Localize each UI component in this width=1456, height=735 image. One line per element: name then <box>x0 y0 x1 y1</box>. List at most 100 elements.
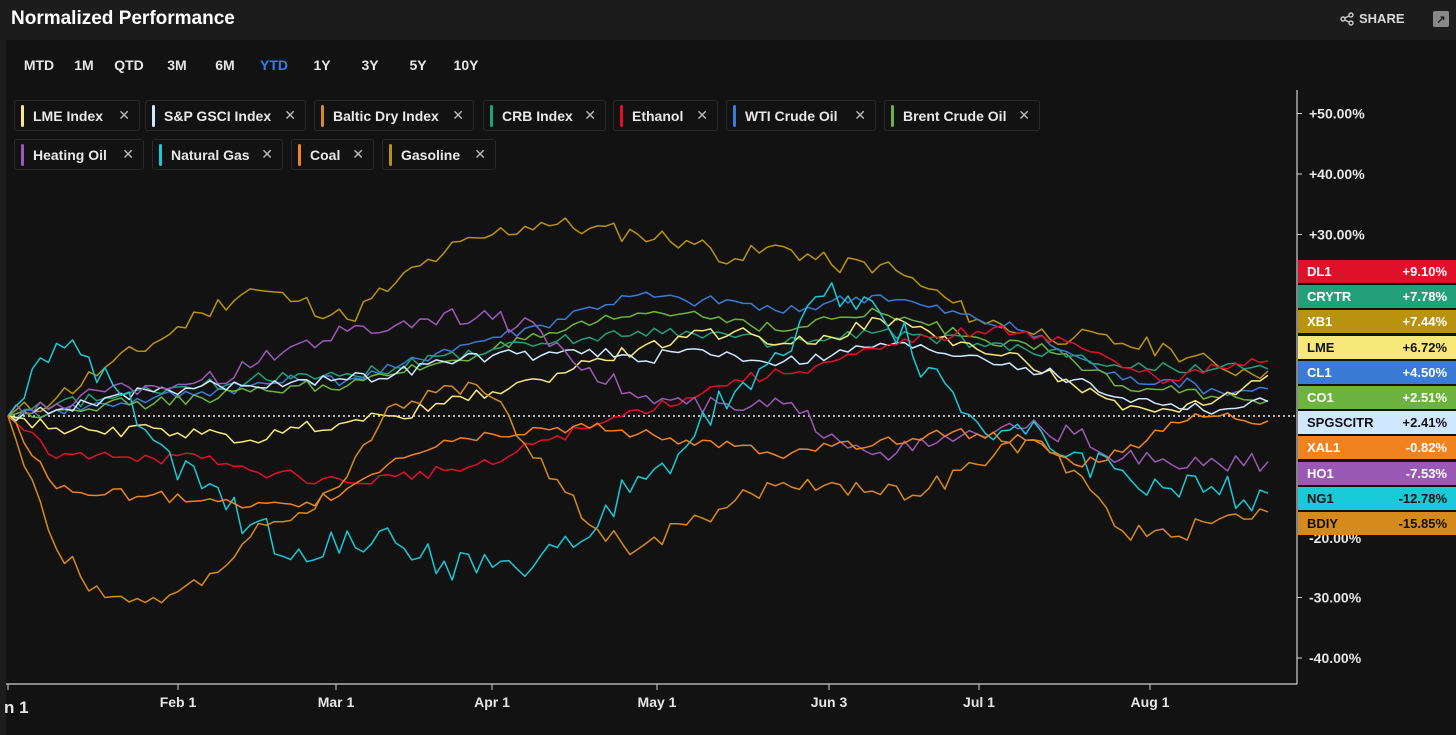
x-tick-label: Apr 1 <box>474 694 510 710</box>
tab-1y[interactable]: 1Y <box>313 57 331 73</box>
tab-qtd[interactable]: QTD <box>114 57 144 73</box>
legend-chip[interactable]: CRB Index ✕ <box>483 100 606 131</box>
x-tick-label: Mar 1 <box>318 694 355 710</box>
legend-chip-label: Gasoline <box>401 146 461 163</box>
legend-chip-label: WTI Crude Oil <box>745 107 838 124</box>
legend-chip[interactable]: Gasoline ✕ <box>382 139 496 170</box>
value-tag: SPGSCITR +2.41% <box>1298 411 1456 435</box>
legend-chip[interactable]: Ethanol ✕ <box>613 100 718 131</box>
series-line-crb-index <box>7 327 1269 420</box>
legend-chip[interactable]: LME Index ✕ <box>14 100 140 131</box>
value-tag: BDIY -15.85% <box>1298 512 1456 535</box>
series-color-swatch <box>159 143 162 166</box>
tab-10y[interactable]: 10Y <box>453 57 479 73</box>
legend-chip-label: Coal <box>310 146 341 163</box>
x-tick-label: May 1 <box>638 694 677 710</box>
value-tag-ticker: HO1 <box>1307 465 1334 481</box>
y-tick-label: +30.00% <box>1309 227 1365 243</box>
value-tag-value: +7.78% <box>1402 289 1447 305</box>
value-tag: XB1 +7.44% <box>1298 310 1456 334</box>
share-button[interactable]: SHARE <box>1340 11 1405 26</box>
value-tag-value: -7.53% <box>1405 465 1447 481</box>
series-color-swatch <box>389 143 392 166</box>
x-tick-label: Jul 1 <box>963 694 995 710</box>
legend-chip-label: Natural Gas <box>171 146 250 163</box>
x-tick-label: Aug 1 <box>1131 694 1170 710</box>
legend-chip-label: Baltic Dry Index <box>333 107 439 124</box>
series-line-heating-oil <box>7 308 1269 472</box>
legend-chip[interactable]: WTI Crude Oil ✕ <box>726 100 876 131</box>
series-color-swatch <box>298 143 301 166</box>
value-tag-ticker: XAL1 <box>1307 440 1341 456</box>
tab-6m[interactable]: 6M <box>215 57 235 73</box>
legend-chip[interactable]: Brent Crude Oil ✕ <box>884 100 1040 131</box>
tab-ytd[interactable]: YTD <box>260 57 288 73</box>
header-bar: Normalized Performance SHARE ↗ <box>0 0 1456 38</box>
value-tag-value: +2.41% <box>1402 415 1447 431</box>
timeframe-tabs: MTD 1M QTD 3M 6M YTD 1Y 3Y 5Y 10Y <box>14 54 490 76</box>
value-tag-ticker: CL1 <box>1307 364 1332 380</box>
series-color-swatch <box>733 104 736 127</box>
value-tag: CRYTR +7.78% <box>1298 285 1456 309</box>
series-color-swatch <box>21 104 24 127</box>
legend-chip[interactable]: Baltic Dry Index ✕ <box>314 100 474 131</box>
close-icon[interactable]: ✕ <box>352 146 364 162</box>
legend-chip[interactable]: Coal ✕ <box>291 139 374 170</box>
x-tick-label: Jun 3 <box>811 694 848 710</box>
value-tag-value: -15.85% <box>1398 516 1447 531</box>
series-line-s-p-gsci-index <box>7 341 1269 422</box>
value-tag: HO1 -7.53% <box>1298 461 1456 485</box>
series-line-lme-index <box>7 316 1269 444</box>
series-color-swatch <box>620 104 623 127</box>
y-tick-label: +50.00% <box>1309 106 1365 122</box>
value-tag-ticker: CO1 <box>1307 390 1334 405</box>
legend-chip-label: Brent Crude Oil <box>903 107 1007 124</box>
legend-chip[interactable]: Natural Gas ✕ <box>152 139 283 170</box>
expand-icon[interactable]: ↗ <box>1433 11 1449 27</box>
page-title: Normalized Performance <box>11 8 235 29</box>
series-color-swatch <box>490 104 493 127</box>
tab-5y[interactable]: 5Y <box>409 57 427 73</box>
legend-chip-label: Heating Oil <box>33 146 107 163</box>
value-tag-value: -12.78% <box>1398 490 1447 506</box>
series-line-coal <box>7 412 1269 509</box>
tab-3m[interactable]: 3M <box>167 57 187 73</box>
close-icon[interactable]: ✕ <box>261 146 273 162</box>
series-line-ethanol <box>7 324 1269 485</box>
legend-chip[interactable]: S&P GSCI Index ✕ <box>145 100 306 131</box>
value-tag-ticker: SPGSCITR <box>1307 415 1374 431</box>
close-icon[interactable]: ✕ <box>284 107 296 123</box>
value-tag-ticker: XB1 <box>1307 314 1333 330</box>
series-line-brent-crude-oil <box>7 307 1269 419</box>
value-tag: DL1 +9.10% <box>1298 260 1456 283</box>
y-tick-label: -30.00% <box>1309 590 1362 606</box>
close-icon[interactable]: ✕ <box>1018 107 1030 123</box>
value-tag: CO1 +2.51% <box>1298 386 1456 409</box>
series-color-swatch <box>21 143 24 166</box>
tab-mtd[interactable]: MTD <box>23 57 55 73</box>
y-tick-label: +40.00% <box>1309 166 1365 182</box>
value-tag-value: +6.72% <box>1402 339 1447 355</box>
legend-chip[interactable]: Heating Oil ✕ <box>14 139 144 170</box>
value-tag-ticker: BDIY <box>1307 516 1339 531</box>
value-tag-ticker: LME <box>1307 339 1335 355</box>
close-icon[interactable]: ✕ <box>118 107 130 123</box>
value-tag-value: +9.10% <box>1402 264 1447 279</box>
series-color-swatch <box>152 104 155 127</box>
value-tag: LME +6.72% <box>1298 335 1456 359</box>
close-icon[interactable]: ✕ <box>584 107 596 123</box>
tab-1m[interactable]: 1M <box>74 57 94 73</box>
value-tag-value: +2.51% <box>1402 390 1447 405</box>
close-icon[interactable]: ✕ <box>122 146 134 162</box>
y-tick-label: -40.00% <box>1309 650 1362 666</box>
value-tag: CL1 +4.50% <box>1298 360 1456 384</box>
close-icon[interactable]: ✕ <box>696 107 708 123</box>
close-icon[interactable]: ✕ <box>452 107 464 123</box>
share-icon <box>1340 11 1354 26</box>
close-icon[interactable]: ✕ <box>474 146 486 162</box>
close-icon[interactable]: ✕ <box>854 107 866 123</box>
value-tag-value: +4.50% <box>1402 364 1447 380</box>
value-tag-ticker: CRYTR <box>1307 289 1352 305</box>
tab-3y[interactable]: 3Y <box>361 57 379 73</box>
